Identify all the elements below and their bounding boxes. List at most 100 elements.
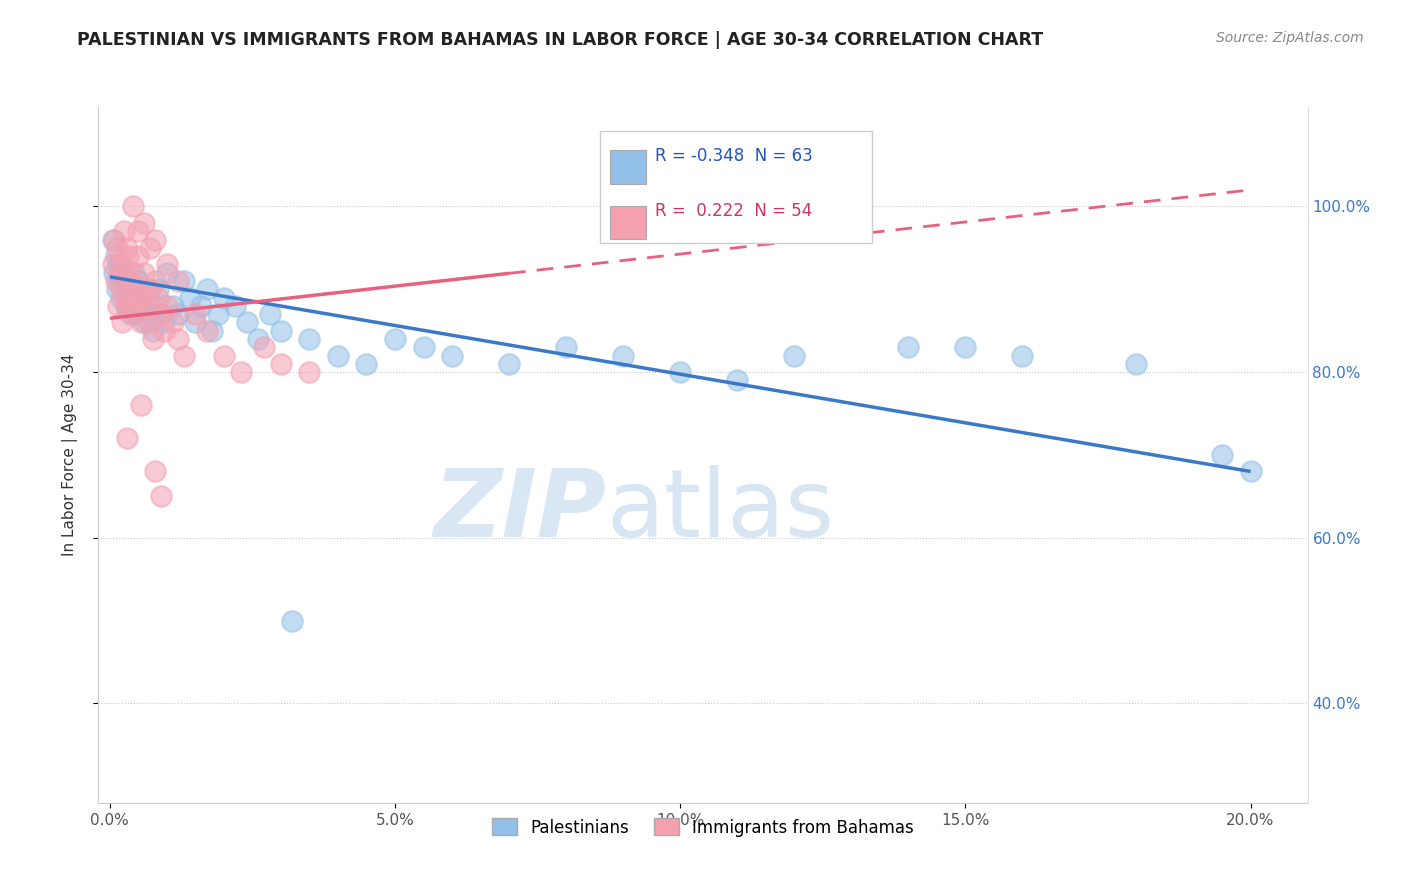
Point [150,307,173,321]
Point [253,340,276,354]
Point [112,224,135,238]
Point [129,398,152,412]
Point [132,315,155,329]
Point [139,315,162,329]
Point [127,249,149,263]
Point [114,299,136,313]
Point [498,357,520,371]
Point [173,349,195,363]
Point [783,349,806,363]
Y-axis label: In Labor Force | Age 30-34: In Labor Force | Age 30-34 [62,353,77,557]
Point [270,324,292,338]
Point [162,299,184,313]
Point [142,324,165,338]
Point [132,266,155,280]
Point [118,307,141,321]
Point [207,307,229,321]
Point [184,307,207,321]
Point [101,257,124,271]
Point [139,307,162,321]
Point [167,274,190,288]
Point [955,340,977,354]
Point [124,282,146,296]
Point [412,340,434,354]
Point [235,315,257,329]
Point [117,249,139,263]
Point [135,299,157,313]
Point [103,266,125,280]
Point [129,315,152,329]
Text: PALESTINIAN VS IMMIGRANTS FROM BAHAMAS IN LABOR FORCE | AGE 30-34 CORRELATION CH: PALESTINIAN VS IMMIGRANTS FROM BAHAMAS I… [77,31,1043,49]
Point [115,274,138,288]
Point [111,266,134,280]
Point [121,199,143,213]
Point [127,291,149,305]
Point [135,282,157,296]
Point [156,266,179,280]
Point [145,465,167,479]
Point [326,349,349,363]
Point [118,274,141,288]
Point [107,299,129,313]
Point [356,357,378,371]
FancyBboxPatch shape [610,150,647,184]
Point [162,315,184,329]
Point [270,357,292,371]
Point [115,241,138,255]
Point [669,365,692,379]
Point [139,282,162,296]
Point [127,274,149,288]
Point [167,332,190,346]
FancyBboxPatch shape [610,206,647,239]
Point [129,299,152,313]
Point [108,257,131,271]
Point [298,332,321,346]
Point [139,241,162,255]
Text: R =  0.222  N = 54: R = 0.222 N = 54 [655,202,811,220]
Point [195,282,218,296]
Point [124,299,146,313]
Point [612,349,634,363]
Point [148,291,170,305]
Point [132,291,155,305]
Point [118,266,141,280]
Point [150,307,173,321]
Point [281,614,304,628]
Point [167,307,190,321]
FancyBboxPatch shape [600,131,872,243]
Point [132,216,155,230]
Point [555,340,578,354]
Point [145,233,167,247]
Point [212,291,235,305]
Point [124,307,146,321]
Point [1125,357,1147,371]
Point [153,324,176,338]
Point [298,365,321,379]
Point [148,282,170,296]
Point [111,315,134,329]
Point [1011,349,1033,363]
Point [121,282,143,296]
Point [145,299,167,313]
Point [104,274,127,288]
Point [121,307,143,321]
Text: R = -0.348  N = 63: R = -0.348 N = 63 [655,147,813,165]
Point [112,282,135,296]
Point [117,291,139,305]
Point [153,315,176,329]
Point [179,291,201,305]
Point [156,299,179,313]
Text: ZIP: ZIP [433,465,606,557]
Point [114,291,136,305]
Point [725,373,748,387]
Point [122,266,145,280]
Point [145,274,167,288]
Point [104,249,127,263]
Point [127,224,149,238]
Point [101,233,124,247]
Point [441,349,464,363]
Point [110,291,132,305]
Point [115,431,138,445]
Point [150,489,173,503]
Point [212,349,235,363]
